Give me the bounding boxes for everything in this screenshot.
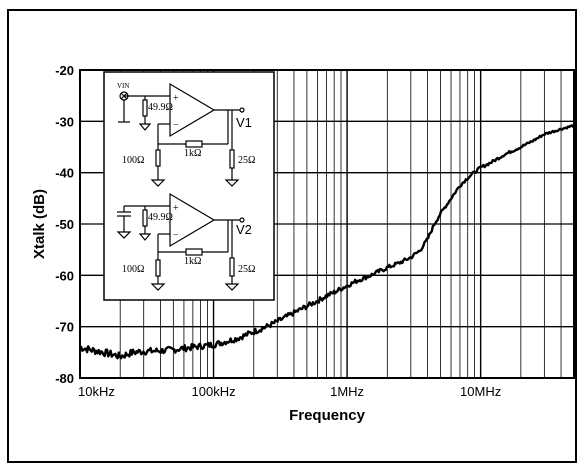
op-amp-bottom-symbol — [169, 192, 216, 248]
y-tick-label: -80 — [55, 371, 74, 386]
r-load-top-label: 25Ω — [238, 155, 255, 166]
ground-icon — [150, 179, 166, 187]
vin-label: VIN — [117, 82, 129, 90]
r-in-top-label: 49.9Ω — [148, 102, 173, 113]
y-axis-label: Xtalk (dB) — [31, 189, 48, 259]
amplifier-bottom — [116, 192, 245, 291]
ground-icon — [116, 231, 132, 239]
ground-icon — [224, 283, 240, 291]
y-tick-label: -50 — [55, 217, 74, 232]
y-tick-labels: -20 -30 -40 -50 -60 -70 -80 — [55, 63, 74, 386]
ground-icon — [138, 123, 152, 131]
series-line-xtalk — [79, 123, 576, 360]
output-node-v2 — [239, 217, 245, 223]
r-gain-bottom-label: 100Ω — [122, 264, 144, 275]
output-node-v1 — [239, 107, 245, 113]
minus-top: − — [173, 120, 179, 131]
y-tick-label: -30 — [55, 114, 74, 129]
x-tick-label: 10kHz — [78, 384, 115, 399]
ground-icon — [138, 233, 152, 241]
x-tick-labels: 10kHz 100kHz 1MHz 10MHz — [78, 384, 501, 399]
series-layer — [79, 123, 576, 360]
amplifier-top — [118, 82, 245, 187]
minus-bottom: − — [173, 230, 179, 241]
plus-top: + — [173, 93, 179, 104]
r-in-bottom-label: 49.9Ω — [148, 212, 173, 223]
inset-frame — [103, 71, 275, 301]
r-feedback-top-label: 1kΩ — [184, 148, 201, 159]
v1-label: V1 — [236, 115, 252, 130]
y-tick-label: -60 — [55, 268, 74, 283]
x-tick-label: 100kHz — [192, 384, 236, 399]
r-gain-top-label: 100Ω — [122, 155, 144, 166]
y-tick-label: -20 — [55, 63, 74, 78]
r-load-bottom-label: 25Ω — [238, 264, 255, 275]
x-tick-label: 10MHz — [460, 384, 501, 399]
v2-label: V2 — [236, 222, 252, 237]
ground-icon — [150, 283, 166, 291]
plus-bottom: + — [173, 203, 179, 214]
x-axis-label: Frequency — [289, 407, 366, 424]
plot-frame — [79, 69, 575, 379]
y-tick-label: -70 — [55, 320, 74, 335]
y-tick-label: -40 — [55, 166, 74, 181]
inset-schematic: VIN 49.9Ω + − 1kΩ 100Ω 25Ω V1 — [103, 71, 275, 301]
ground-icon — [224, 179, 240, 187]
x-tick-label: 1MHz — [330, 384, 364, 399]
op-amp-top-symbol — [169, 82, 216, 138]
r-feedback-bottom-label: 1kΩ — [184, 256, 201, 267]
